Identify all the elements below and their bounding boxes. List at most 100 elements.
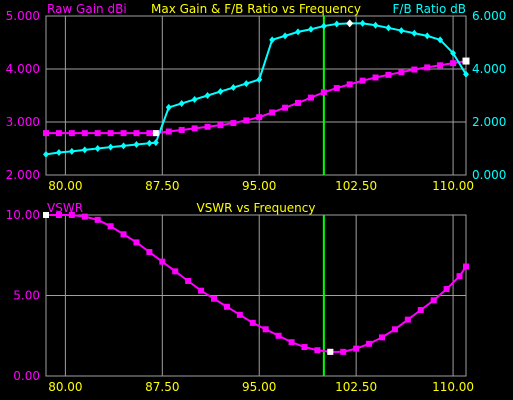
vswr-point: [94, 216, 101, 223]
gain-tick-label: 2.000: [6, 168, 40, 182]
gain-point: [320, 89, 327, 96]
vswr-point: [314, 347, 321, 354]
gain-point: [398, 69, 405, 76]
bottom-chart-series: [43, 212, 469, 355]
fb-point: [398, 27, 405, 35]
bottom-chart-ticks: 80.00 87.50 95.00 102.50 110.00 0.00 5.00 10.00: [6, 208, 474, 394]
gain-point: [411, 66, 418, 73]
vswr-point: [172, 268, 179, 275]
gain-series-line: [46, 60, 467, 135]
gain-min-marker: [152, 130, 159, 137]
gain-point: [230, 120, 237, 127]
vswr-point: [443, 286, 450, 293]
gain-point: [256, 114, 263, 121]
bottom-chart-grid: [45, 214, 467, 377]
fb-point: [437, 36, 444, 44]
gain-point: [307, 94, 314, 101]
gain-max-marker: [462, 57, 470, 65]
fb-point: [133, 141, 140, 149]
vswr-point: [120, 231, 127, 238]
gain-point: [120, 130, 127, 137]
bottom-x-tick-label: 80.00: [48, 380, 82, 394]
fb-point: [385, 24, 392, 32]
vswr-point: [249, 319, 256, 326]
fb-point: [295, 28, 301, 36]
vswr-point: [391, 326, 398, 333]
fb-point: [146, 139, 153, 147]
fb-point: [243, 80, 250, 88]
gain-point: [204, 123, 211, 130]
top-chart-title: Max Gain & F/B Ratio vs Frequency: [151, 2, 361, 16]
vswr-point: [198, 287, 205, 294]
vswr-point: [430, 297, 437, 304]
fb-point: [81, 146, 88, 154]
fb-point: [94, 145, 101, 152]
fb-point: [68, 147, 75, 155]
top-x-tick-label: 95.00: [242, 179, 276, 193]
gain-point: [81, 130, 88, 137]
fb-tick-label: 2.000: [472, 115, 506, 129]
fb-tick-label: 6.000: [472, 9, 506, 23]
gain-point: [94, 130, 101, 137]
fb-max-marker: [346, 19, 354, 28]
fb-point: [217, 88, 224, 96]
gain-tick-label: 3.000: [6, 115, 40, 129]
vswr-axis-label: VSWR: [47, 201, 83, 215]
gain-tick-label: 4.000: [6, 62, 40, 76]
fb-point: [191, 95, 198, 103]
gain-point: [68, 130, 75, 137]
bottom-x-tick-label: 102.50: [335, 380, 377, 394]
vswr-tick-label: 10.00: [6, 208, 40, 222]
vswr-point: [301, 344, 308, 351]
vswr-point: [417, 306, 424, 313]
vswr-series-line: [46, 214, 467, 353]
fb-point: [178, 99, 185, 107]
fb-point: [204, 92, 211, 99]
gain-point: [178, 126, 185, 133]
gain-point: [450, 60, 457, 67]
gain-point: [55, 130, 62, 137]
gain-point: [107, 130, 114, 137]
fb-point: [269, 36, 276, 44]
vswr-point: [211, 295, 217, 302]
gain-point: [295, 99, 301, 106]
bottom-x-tick-label: 110.00: [432, 380, 474, 394]
gain-point: [346, 81, 353, 88]
gain-tick-label: 5.000: [6, 9, 40, 23]
fb-point: [43, 150, 49, 158]
vswr-point: [275, 332, 282, 339]
fb-point: [359, 19, 366, 27]
fb-point: [424, 32, 431, 40]
vswr-start-marker: [43, 212, 49, 218]
gain-axis-label: Raw Gain dBi: [47, 2, 127, 16]
fb-point: [282, 32, 289, 40]
fb-point: [320, 22, 327, 30]
vswr-point: [353, 345, 360, 352]
fb-tick-label: 4.000: [472, 62, 506, 76]
vswr-point: [81, 213, 88, 220]
top-x-tick-label: 80.00: [48, 179, 82, 193]
gain-point: [385, 71, 392, 78]
fb-point: [463, 70, 469, 78]
bottom-x-tick-label: 87.50: [145, 380, 179, 394]
fb-point: [256, 76, 263, 84]
vswr-point: [68, 212, 75, 218]
gain-point: [133, 130, 140, 137]
gain-point: [269, 109, 276, 116]
vswr-point: [340, 348, 347, 355]
top-chart-series: [43, 19, 470, 158]
fb-point: [107, 143, 114, 151]
fb-point: [307, 25, 314, 33]
vswr-tick-label: 5.00: [13, 289, 40, 303]
vswr-point: [133, 239, 140, 246]
vswr-point: [146, 249, 153, 256]
top-chart-grid: [45, 15, 467, 176]
fb-point: [333, 20, 340, 28]
vswr-point: [379, 334, 385, 341]
gain-point: [146, 130, 153, 137]
fb-point: [450, 49, 457, 57]
fb-point: [120, 142, 127, 150]
vswr-point: [159, 258, 166, 265]
